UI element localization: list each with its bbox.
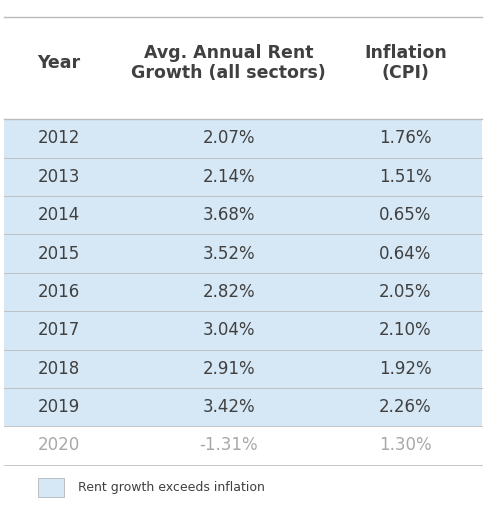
Text: Inflation
(CPI): Inflation (CPI)	[364, 44, 447, 82]
Text: Avg. Annual Rent
Growth (all sectors): Avg. Annual Rent Growth (all sectors)	[131, 44, 326, 82]
Text: 2.82%: 2.82%	[202, 283, 255, 301]
Text: 2.91%: 2.91%	[202, 360, 255, 378]
Text: 2.07%: 2.07%	[203, 129, 255, 148]
Text: 2016: 2016	[37, 283, 80, 301]
Bar	[4, 119, 482, 158]
Text: 2019: 2019	[37, 398, 80, 416]
Text: Rent growth exceeds inflation: Rent growth exceeds inflation	[78, 481, 265, 494]
Text: 1.51%: 1.51%	[379, 168, 432, 186]
Text: 2017: 2017	[37, 321, 80, 340]
Bar	[4, 273, 482, 311]
Text: 0.65%: 0.65%	[379, 206, 432, 224]
Bar	[4, 235, 482, 273]
Text: 2013: 2013	[37, 168, 80, 186]
Bar	[4, 196, 482, 235]
Text: 2.14%: 2.14%	[202, 168, 255, 186]
Text: Year: Year	[37, 54, 81, 72]
Bar	[4, 388, 482, 426]
Text: 2.05%: 2.05%	[379, 283, 432, 301]
Text: 0.64%: 0.64%	[379, 244, 432, 263]
Text: -1.31%: -1.31%	[199, 436, 258, 454]
Bar	[37, 478, 64, 498]
Text: 1.30%: 1.30%	[379, 436, 432, 454]
Text: 1.92%: 1.92%	[379, 360, 432, 378]
Text: 3.52%: 3.52%	[202, 244, 255, 263]
Text: 2020: 2020	[37, 436, 80, 454]
Text: 3.68%: 3.68%	[203, 206, 255, 224]
Bar	[4, 158, 482, 196]
Text: 2012: 2012	[37, 129, 80, 148]
Bar	[4, 311, 482, 349]
Text: 3.04%: 3.04%	[203, 321, 255, 340]
Bar	[4, 349, 482, 388]
Text: 2.10%: 2.10%	[379, 321, 432, 340]
Text: 3.42%: 3.42%	[202, 398, 255, 416]
Text: 2014: 2014	[37, 206, 80, 224]
Text: 2018: 2018	[37, 360, 80, 378]
Text: 2.26%: 2.26%	[379, 398, 432, 416]
Text: 2015: 2015	[37, 244, 80, 263]
Text: 1.76%: 1.76%	[379, 129, 432, 148]
Bar	[4, 426, 482, 465]
